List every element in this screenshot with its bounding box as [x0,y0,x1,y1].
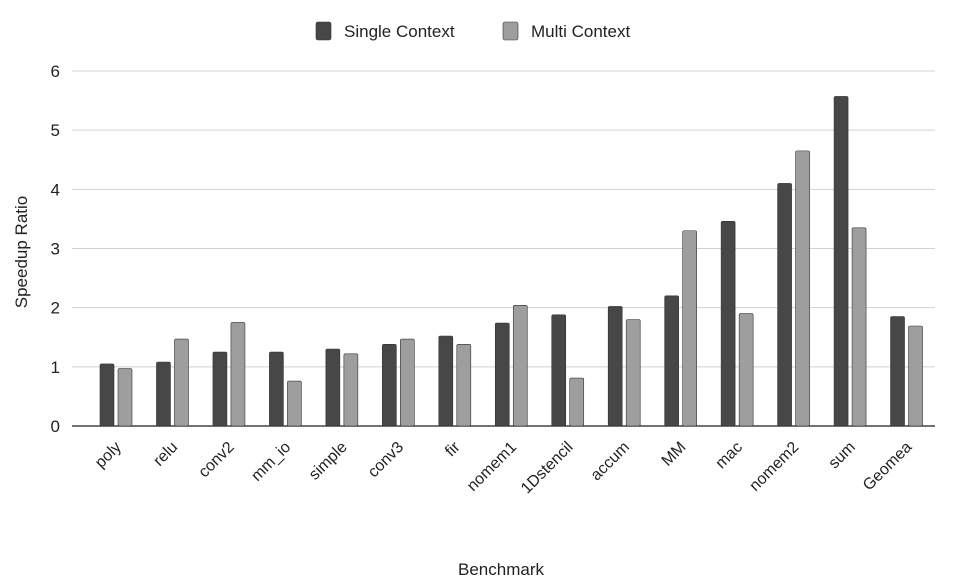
legend-label-multi: Multi Context [531,22,630,41]
y-tick-label: 1 [51,358,60,377]
bar-multi-1Dstencil [569,377,585,427]
y-tick-label: 0 [51,417,60,436]
x-tick-label: nomem1 [464,439,520,495]
x-tick-label: mac [713,439,746,472]
bar-single-poly [99,363,115,427]
bar-single-fir [438,335,454,427]
bar-multi-sum [851,227,867,427]
bar-single-mac [720,220,736,427]
legend-label-single: Single Context [344,22,455,41]
legend: Single Context Multi Context [315,21,630,41]
bar-single-nomem2 [777,183,792,427]
y-tick-labels: 0 1 2 3 4 5 6 [51,62,60,436]
bar-multi-conv2 [230,322,246,427]
bar-single-Geomea [890,316,905,427]
x-tick-label: conv2 [196,439,238,481]
bar-single-mm_io [269,351,284,427]
legend-swatch-single [315,21,332,41]
y-tick-label: 5 [51,121,60,140]
bar-single-MM [664,295,679,427]
bar-multi-conv3 [400,338,415,427]
y-tick-label: 4 [51,180,60,199]
bar-multi-relu [174,338,189,427]
x-axis-title: Benchmark [458,560,544,579]
y-tick-label: 6 [51,62,60,81]
x-tick-label: MM [659,439,690,470]
x-tick-label: conv3 [365,439,407,481]
bar-single-relu [156,361,171,427]
bar-multi-nomem2 [795,150,810,427]
bar-multi-simple [343,353,359,427]
x-tick-label: Geomea [860,439,915,494]
bar-single-conv2 [212,351,228,427]
bar-multi-poly [117,368,133,427]
x-tick-label: relu [150,439,181,470]
bar-single-nomem1 [494,322,510,427]
x-tick-label: poly [92,439,125,472]
y-tick-label: 3 [51,240,60,259]
y-tick-label: 2 [51,299,60,318]
x-tick-labels: poly relu conv2 mm_io simple conv3 fir nomem11D… [92,438,915,497]
x-tick-label: fir [442,438,464,460]
bar-multi-mm_io [287,380,302,427]
bar-multi-fir [456,344,472,427]
bar-single-conv3 [382,344,397,427]
bar-multi-nomem1 [512,304,528,427]
bar-single-accum [607,306,623,427]
x-tick-label: mm_io [248,439,294,485]
bar-multi-mac [738,313,754,427]
bar-multi-MM [682,230,697,427]
bar-single-simple [325,348,341,427]
y-axis-title: Speedup Ratio [12,196,31,308]
x-tick-label: 1Dstencil [518,439,577,498]
x-tick-label: nomem2 [746,439,802,495]
x-tick-label: accum [588,439,633,484]
bar-multi-accum [625,319,641,427]
x-tick-label: simple [306,439,351,484]
x-tick-label: sum [825,439,858,472]
legend-swatch-multi [502,21,519,41]
bar-single-1Dstencil [551,314,567,427]
bar-multi-Geomea [908,325,923,427]
bars [99,96,923,427]
bar-single-sum [833,96,849,427]
